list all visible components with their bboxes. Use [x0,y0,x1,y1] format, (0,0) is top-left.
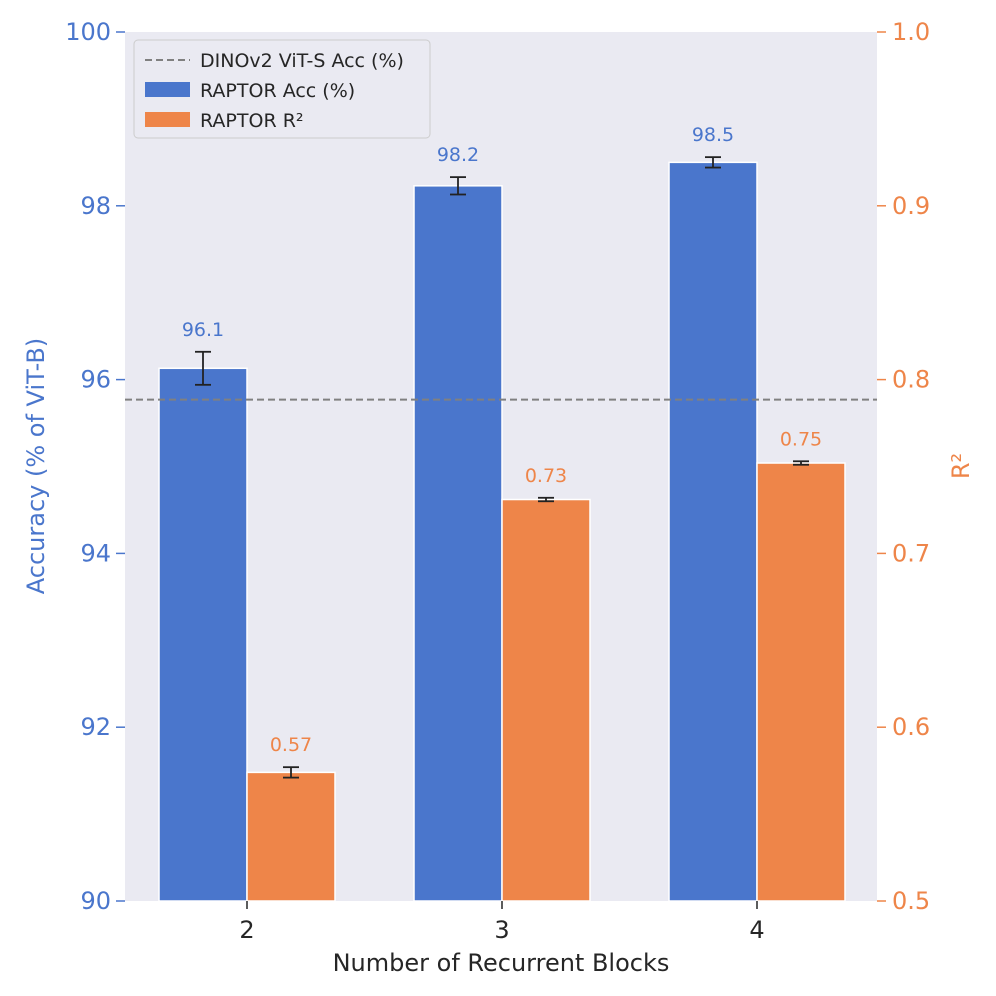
data-label-accuracy-3: 98.2 [437,144,479,166]
legend: DINOv2 ViT-S Acc (%) RAPTOR Acc (%) RAPT… [133,39,431,139]
tick-label-x-4: 4 [749,916,764,944]
data-label-accuracy-4: 98.5 [692,124,734,146]
bar-accuracy-2 [158,367,248,902]
y-axis-title-right: R² [947,453,975,479]
data-label-r2-2: 0.57 [270,734,312,756]
legend-frame [133,39,431,139]
tick-label-right-1.0: 1.0 [892,18,930,46]
left-axis: 90 92 94 96 98 100 [65,18,125,915]
bar-r2-3 [501,498,591,902]
tick-label-right-0.7: 0.7 [892,539,930,567]
error-bars [195,156,809,779]
legend-accuracy-swatch [145,82,190,97]
legend-accuracy-label: RAPTOR Acc (%) [200,80,355,102]
bar-r2-4 [756,462,846,902]
tick-label-right-0.5: 0.5 [892,887,930,915]
tick-label-right-0.6: 0.6 [892,713,930,741]
legend-r2-label: RAPTOR R² [200,110,304,132]
data-labels: 96.1 98.2 98.5 0.57 0.73 0.75 [182,124,822,756]
tick-label-left-92: 92 [80,713,111,741]
legend-r2-swatch [145,112,190,127]
bar-accuracy-4 [668,161,758,902]
bars [158,161,846,902]
tick-label-left-100: 100 [65,18,111,46]
tick-label-left-96: 96 [80,366,111,394]
bar-accuracy-3 [413,185,503,902]
tick-label-right-0.8: 0.8 [892,366,930,394]
data-label-r2-3: 0.73 [525,465,567,487]
tick-label-x-3: 3 [494,916,509,944]
tick-label-left-94: 94 [80,539,111,567]
legend-reference-line-label: DINOv2 ViT-S Acc (%) [200,50,404,72]
data-label-accuracy-2: 96.1 [182,319,224,341]
y-axis-title-left: Accuracy (% of ViT-B) [22,338,50,594]
x-axis-title: Number of Recurrent Blocks [333,949,670,977]
x-axis: 2 3 4 [239,901,765,944]
tick-label-x-2: 2 [239,916,254,944]
tick-label-left-90: 90 [80,887,111,915]
tick-label-left-98: 98 [80,192,111,220]
bar-r2-2 [246,771,336,902]
tick-label-right-0.9: 0.9 [892,192,930,220]
right-axis: 0.5 0.6 0.7 0.8 0.9 1.0 [877,18,930,915]
data-label-r2-4: 0.75 [780,428,822,450]
